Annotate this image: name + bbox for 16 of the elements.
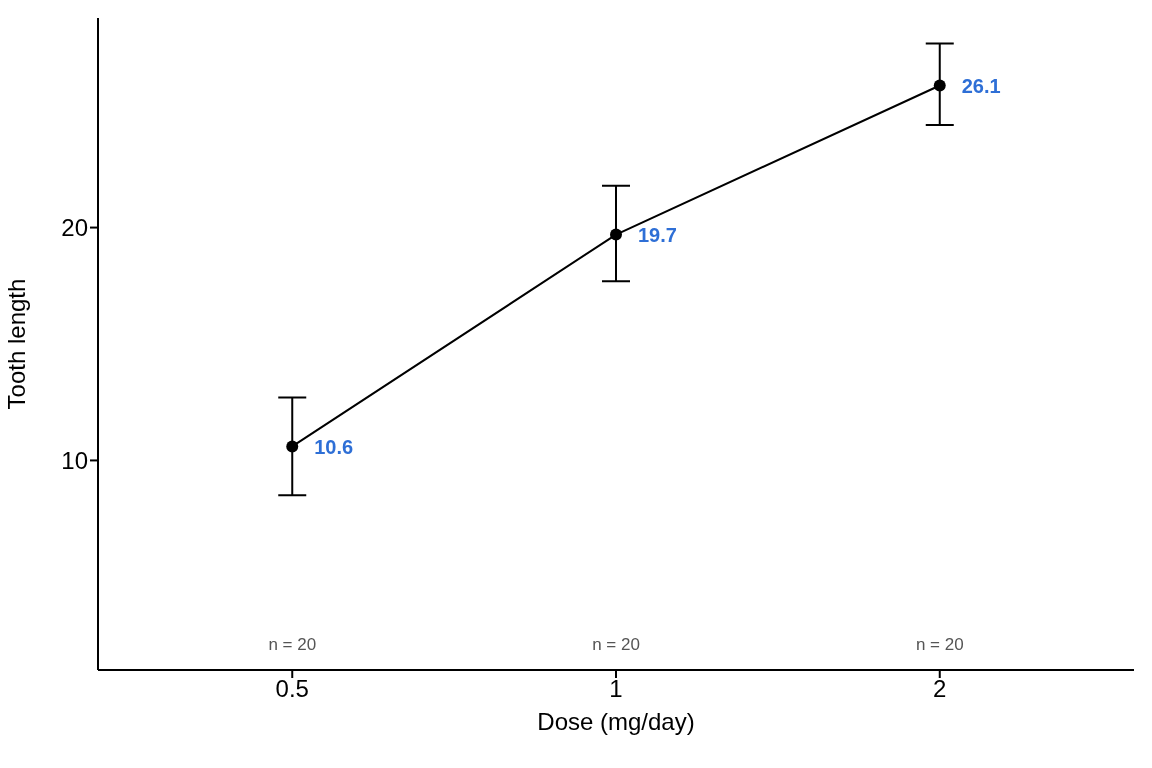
point	[933, 79, 946, 92]
data-label: 26.1	[961, 74, 1001, 97]
x-tick-label: 2	[933, 675, 947, 703]
annotation: n = 20	[592, 635, 640, 655]
annotation: n = 20	[268, 635, 317, 655]
x-tick-label: 0.5	[275, 675, 309, 703]
y-axis-title: Tooth length	[2, 278, 30, 410]
y-tick-label: 20	[61, 214, 88, 242]
point	[286, 440, 299, 453]
y-tick-label: 10	[61, 446, 88, 474]
data-label: 19.7	[638, 223, 677, 246]
x-axis-title: Dose (mg/day)	[537, 708, 695, 735]
point	[610, 228, 622, 241]
data-label: 10.6	[314, 435, 354, 458]
x-tick-label: 1	[609, 675, 623, 703]
annotation: n = 20	[915, 635, 964, 655]
